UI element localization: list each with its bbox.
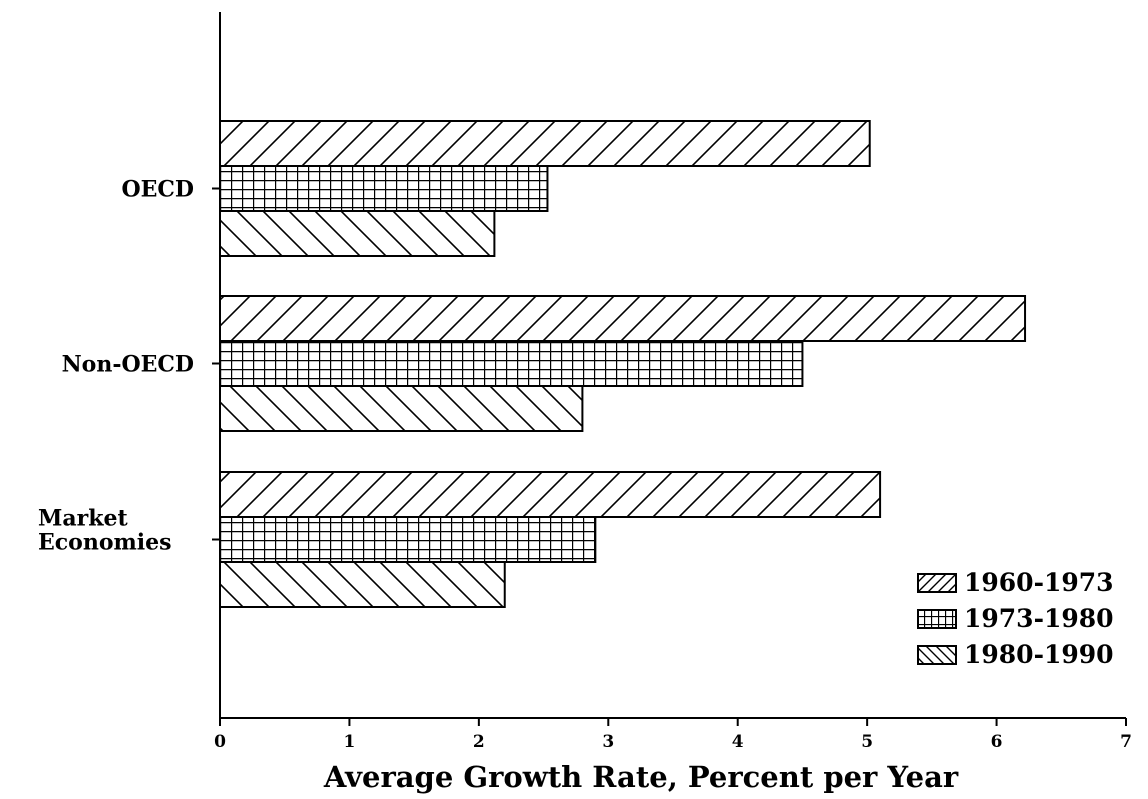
legend-swatch: [917, 609, 957, 629]
category-labels: OECD Non-OECD Market Economies: [38, 177, 220, 556]
x-tick-label: 5: [861, 732, 873, 752]
x-ticks: 0 1 2 3 4 5 6 7: [214, 718, 1132, 752]
x-tick-label: 4: [732, 732, 744, 752]
x-tick-label: 0: [214, 732, 226, 752]
legend: 1960-1973 1973-1980 1980-1990: [917, 568, 1114, 669]
bars: [219, 120, 1027, 608]
x-tick-label: 7: [1120, 732, 1132, 752]
legend-swatch: [917, 645, 957, 665]
x-tick-label: 2: [473, 732, 485, 752]
category-label: Market Economies: [38, 506, 172, 556]
bar-1973-1980-Market-Economies: [219, 516, 597, 563]
bar-1973-1980-Non-OECD: [219, 340, 804, 387]
legend-swatch: [917, 573, 957, 593]
legend-label: 1980-1990: [964, 640, 1114, 669]
legend-label: 1973-1980: [964, 604, 1114, 633]
bar-1960-1973-OECD: [219, 120, 871, 167]
bar-1980-1990-Non-OECD: [219, 385, 584, 432]
x-axis-title: Average Growth Rate, Percent per Year: [323, 760, 959, 794]
x-tick-label: 1: [344, 732, 356, 752]
legend-label: 1960-1973: [964, 568, 1114, 597]
bar-1980-1990-OECD: [219, 210, 496, 257]
bar-1980-1990-Market-Economies: [219, 561, 506, 608]
bar-1973-1980-OECD: [219, 165, 549, 212]
category-label: Non-OECD: [62, 352, 194, 378]
category-label: OECD: [121, 177, 194, 203]
bar-1960-1973-Non-OECD: [219, 295, 1027, 342]
x-tick-label: 3: [602, 732, 614, 752]
bar-1960-1973-Market-Economies: [219, 471, 882, 518]
x-tick-label: 6: [991, 732, 1003, 752]
